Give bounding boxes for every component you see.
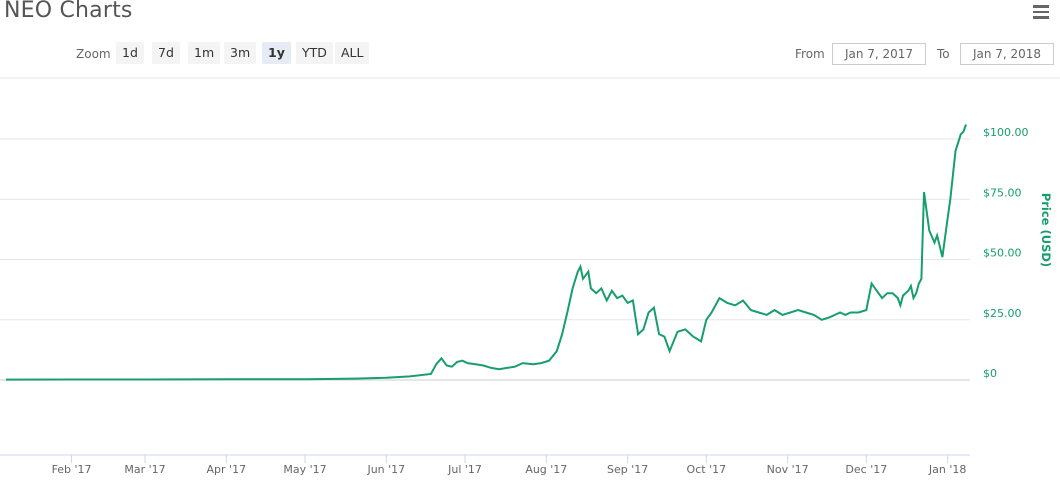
x-tick-label: Apr '17 — [207, 463, 247, 476]
y-axis: $0 $25.00 $50.00 $75.00 $100.00 — [983, 126, 1029, 380]
grid-layer — [0, 138, 970, 456]
to-date-input[interactable]: Jan 7, 2018 — [960, 43, 1054, 65]
y-axis-title: Price (USD) — [1039, 193, 1053, 267]
from-label: From — [795, 47, 825, 61]
zoom-button-ytd[interactable]: YTD — [296, 42, 333, 64]
to-label: To — [937, 47, 950, 61]
y-tick-label: $100.00 — [983, 126, 1029, 139]
from-date-input[interactable]: Jan 7, 2017 — [832, 43, 926, 65]
menu-bar — [1033, 5, 1049, 8]
menu-bar — [1033, 16, 1049, 19]
zoom-button-1y[interactable]: 1y — [262, 42, 291, 64]
zoom-button-all[interactable]: ALL — [335, 42, 370, 64]
x-tick-label: Jan '18 — [928, 463, 966, 476]
x-tick-label: Feb '17 — [52, 463, 92, 476]
x-tick-label: Jul '17 — [447, 463, 482, 476]
series-line — [5, 124, 967, 381]
menu-bar — [1033, 10, 1049, 13]
zoom-button-1d[interactable]: 1d — [116, 42, 144, 64]
zoom-button-3m[interactable]: 3m — [224, 42, 257, 64]
zoom-button-1m[interactable]: 1m — [188, 42, 221, 64]
x-tick-label: Mar '17 — [124, 463, 165, 476]
y-tick-label: $50.00 — [983, 247, 1022, 260]
x-tick-label: May '17 — [283, 463, 326, 476]
y-tick-label: $0 — [983, 367, 997, 380]
hamburger-menu-icon[interactable] — [1033, 5, 1049, 19]
x-tick-label: Dec '17 — [845, 463, 887, 476]
x-tick-label: Jun '17 — [366, 463, 405, 476]
x-tick-label: Sep '17 — [607, 463, 648, 476]
x-axis: Feb '17 Mar '17 Apr '17 May '17 Jun '17 Jul '… — [52, 455, 966, 476]
zoom-button-7d[interactable]: 7d — [152, 42, 180, 64]
page-title: NEO Charts — [4, 0, 133, 23]
zoom-label: Zoom — [76, 47, 111, 61]
x-tick-label: Oct '17 — [687, 463, 727, 476]
y-tick-label: $75.00 — [983, 186, 1022, 199]
x-tick-label: Aug '17 — [525, 463, 567, 476]
y-tick-label: $25.00 — [983, 307, 1022, 320]
x-tick-label: Nov '17 — [767, 463, 809, 476]
